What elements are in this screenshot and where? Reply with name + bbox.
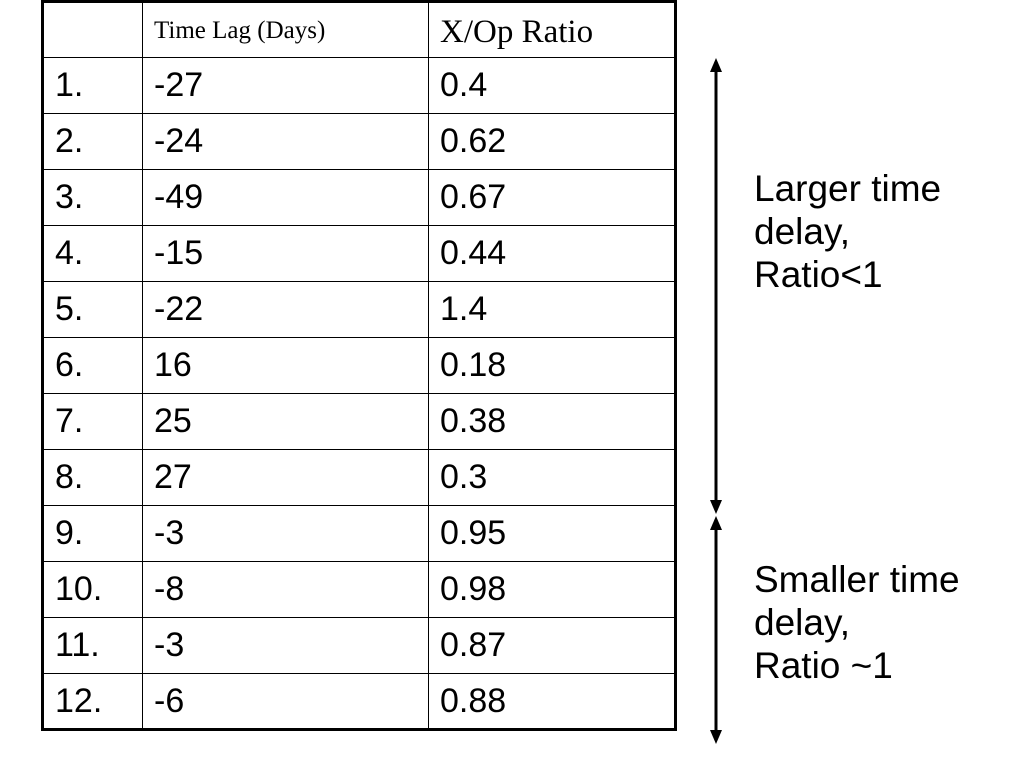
row-index: 12. [42, 673, 143, 730]
table-row: 12. -6 0.88 [42, 673, 676, 730]
row-ratio: 0.67 [428, 169, 676, 226]
smaller-delay-annotation: Smaller time delay, Ratio ~1 [754, 558, 960, 687]
row-index: 10. [42, 561, 143, 618]
row-time-lag: -3 [142, 617, 429, 674]
row-ratio: 0.3 [428, 449, 676, 506]
row-index: 7. [42, 393, 143, 450]
table-row: 1. -27 0.4 [42, 57, 676, 114]
table-row: 2. -24 0.62 [42, 113, 676, 170]
table-row: 10. -8 0.98 [42, 561, 676, 618]
annotation-line: Ratio ~1 [754, 645, 893, 686]
table-row: 6. 16 0.18 [42, 337, 676, 394]
row-ratio: 0.95 [428, 505, 676, 562]
row-time-lag: -6 [142, 673, 429, 730]
row-ratio: 0.44 [428, 225, 676, 282]
table-row: 8. 27 0.3 [42, 449, 676, 506]
row-time-lag: -3 [142, 505, 429, 562]
row-index: 9. [42, 505, 143, 562]
header-index [42, 1, 143, 58]
row-time-lag: 27 [142, 449, 429, 506]
row-time-lag: 16 [142, 337, 429, 394]
row-index: 2. [42, 113, 143, 170]
annotation-line: delay, [754, 602, 850, 643]
row-ratio: 0.62 [428, 113, 676, 170]
annotation-line: delay, [754, 211, 850, 252]
table-row: 3. -49 0.67 [42, 169, 676, 226]
row-time-lag: -8 [142, 561, 429, 618]
row-time-lag: 25 [142, 393, 429, 450]
row-time-lag: -15 [142, 225, 429, 282]
annotation-line: Larger time [754, 168, 942, 209]
double-arrow-icon [706, 58, 726, 514]
row-ratio: 0.98 [428, 561, 676, 618]
row-time-lag: -24 [142, 113, 429, 170]
double-arrow-icon [706, 516, 726, 744]
table-row: 9. -3 0.95 [42, 505, 676, 562]
row-index: 5. [42, 281, 143, 338]
row-ratio: 0.18 [428, 337, 676, 394]
header-xop-ratio: X/Op Ratio [428, 1, 676, 58]
row-ratio: 1.4 [428, 281, 676, 338]
row-ratio: 0.4 [428, 57, 676, 114]
table-row: 11. -3 0.87 [42, 617, 676, 674]
row-index: 6. [42, 337, 143, 394]
row-time-lag: -27 [142, 57, 429, 114]
larger-delay-annotation: Larger time delay, Ratio<1 [754, 167, 941, 296]
row-ratio: 0.88 [428, 673, 676, 730]
table-row: 5. -22 1.4 [42, 281, 676, 338]
row-time-lag: -22 [142, 281, 429, 338]
row-index: 3. [42, 169, 143, 226]
row-index: 11. [42, 617, 143, 674]
header-row: Time Lag (Days) X/Op Ratio [42, 1, 676, 58]
annotation-line: Smaller time [754, 559, 960, 600]
annotation-line: Ratio<1 [754, 254, 883, 295]
header-time-lag: Time Lag (Days) [142, 1, 429, 58]
table-row: 4. -15 0.44 [42, 225, 676, 282]
row-ratio: 0.87 [428, 617, 676, 674]
row-time-lag: -49 [142, 169, 429, 226]
row-index: 4. [42, 225, 143, 282]
row-index: 1. [42, 57, 143, 114]
row-ratio: 0.38 [428, 393, 676, 450]
data-table: Time Lag (Days) X/Op Ratio 1. -27 0.4 2.… [41, 0, 677, 731]
row-index: 8. [42, 449, 143, 506]
table-row: 7. 25 0.38 [42, 393, 676, 450]
